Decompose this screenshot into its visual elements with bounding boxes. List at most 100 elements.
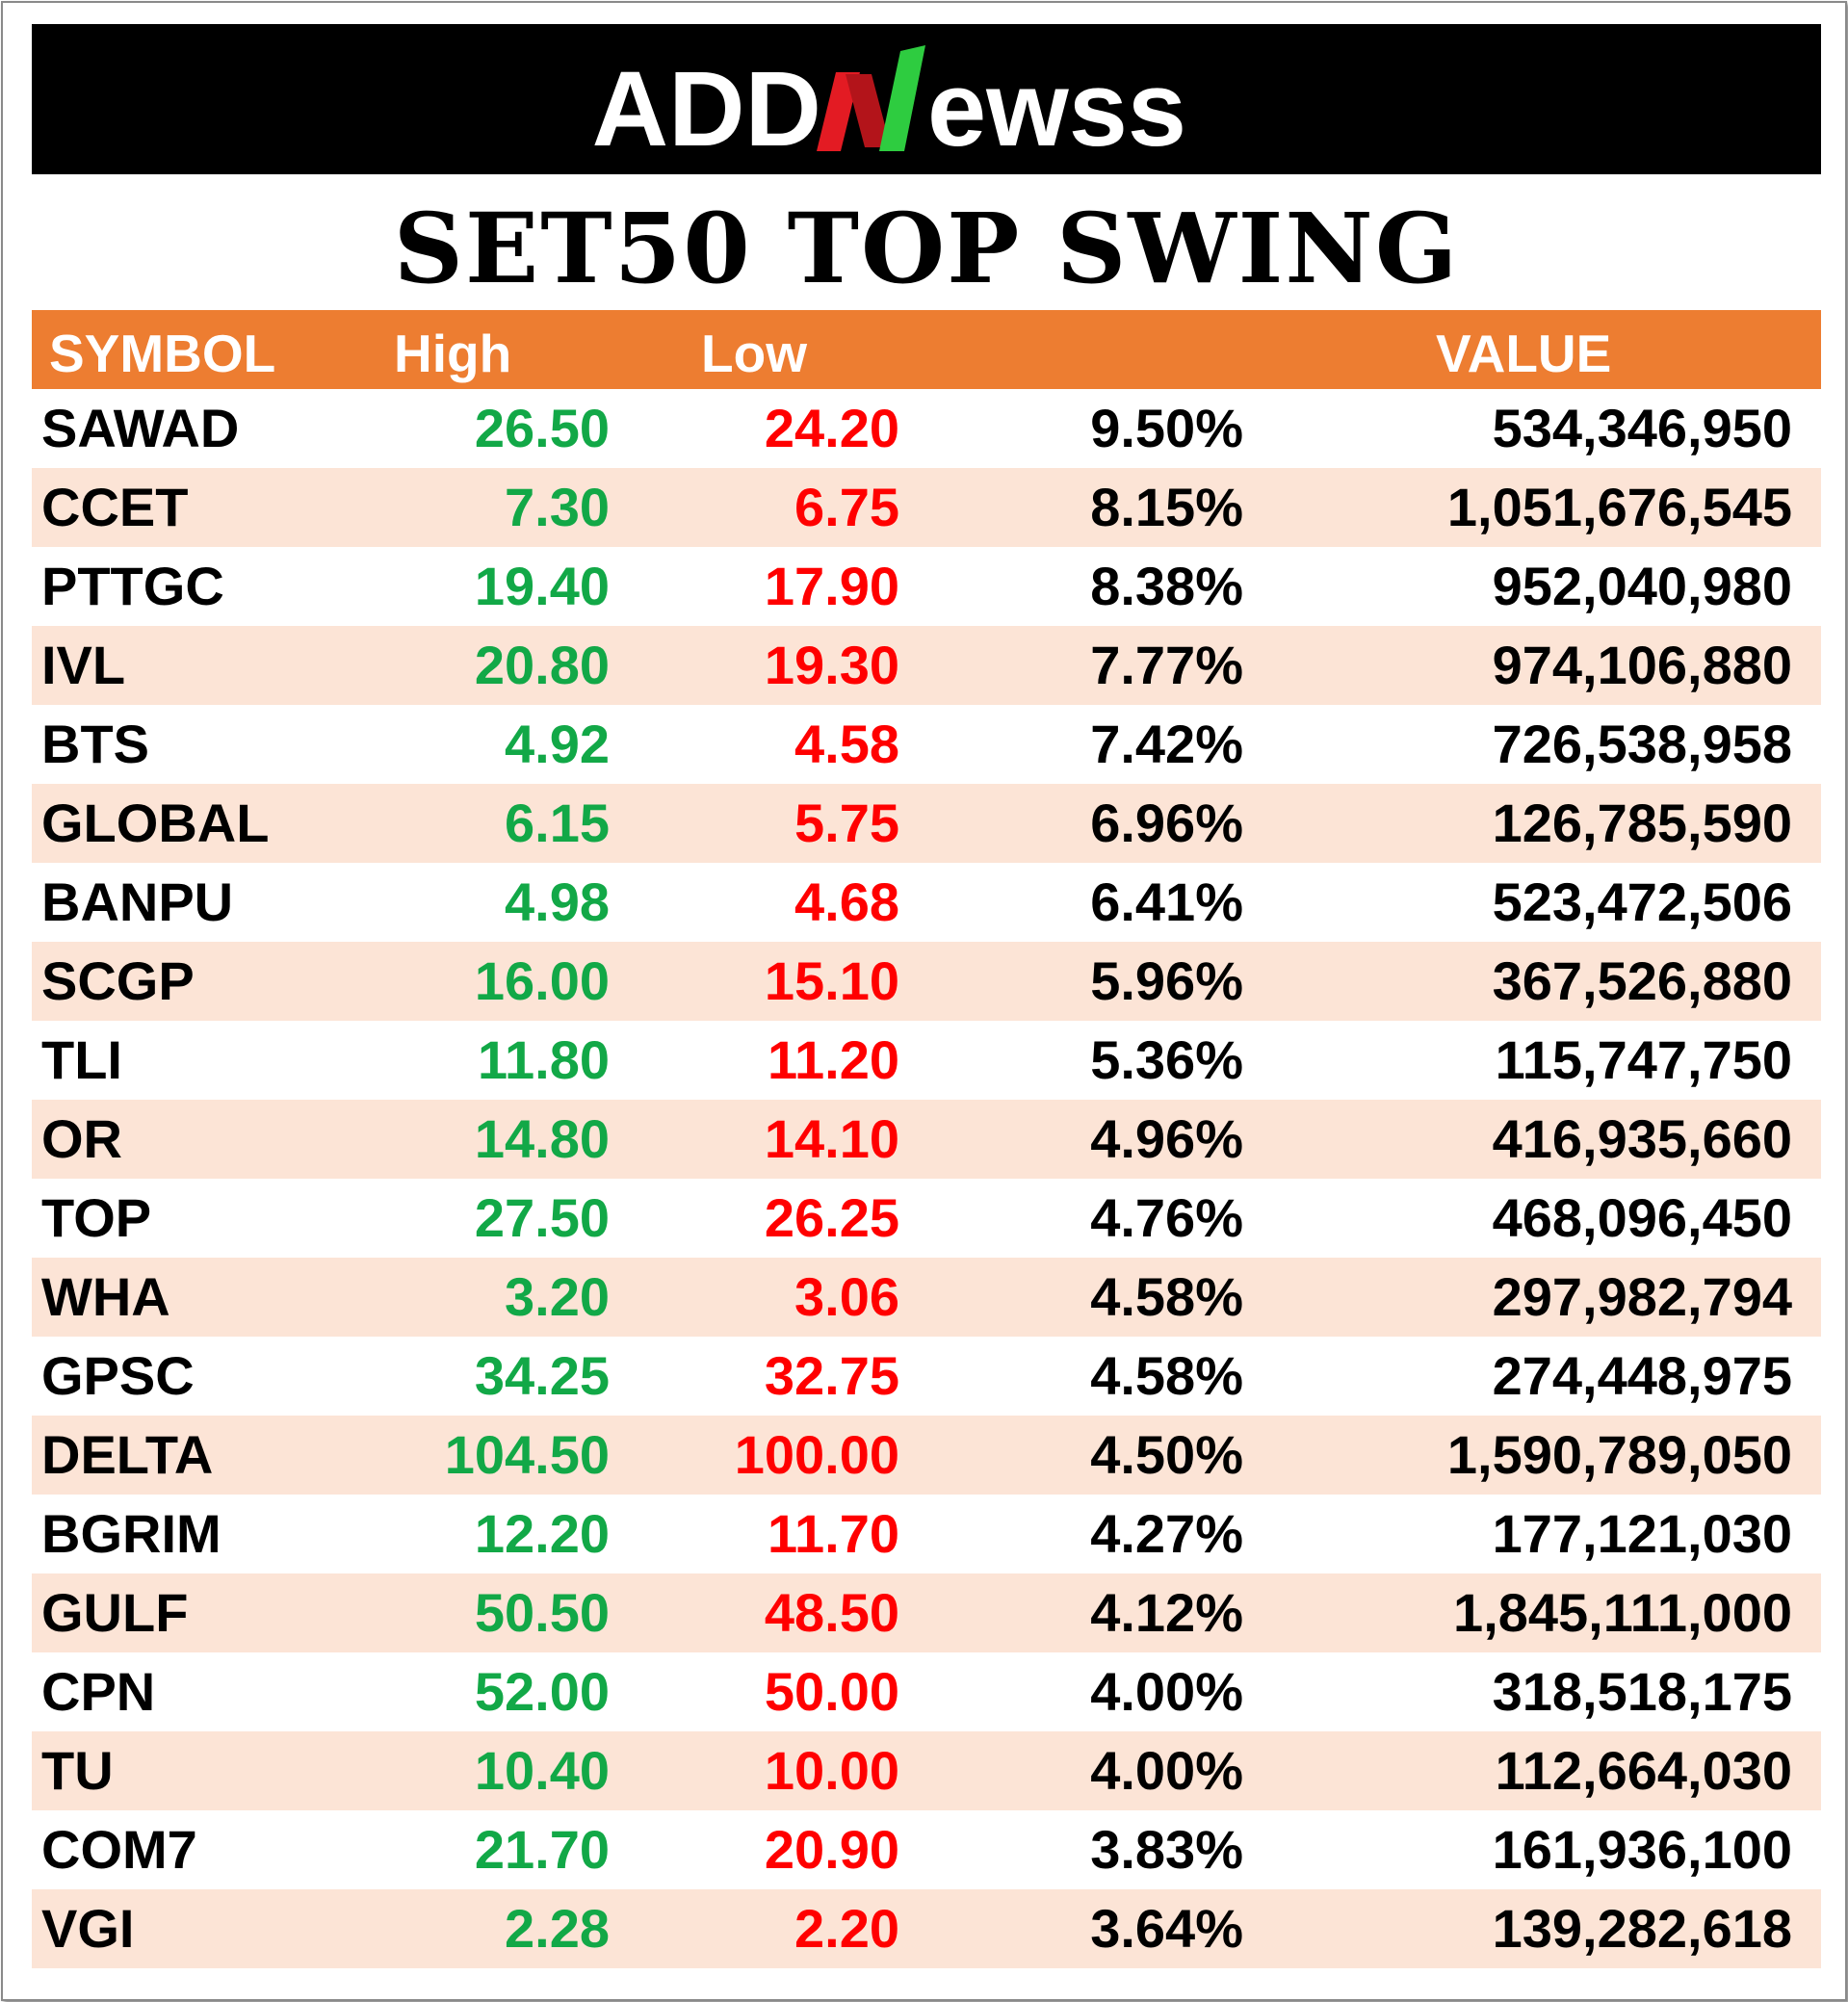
cell-symbol: BGRIM bbox=[41, 1503, 221, 1564]
cell-change: 8.15% bbox=[1090, 477, 1243, 537]
table-row: IVL 20.80 19.30 7.77% 974,106,880 bbox=[32, 626, 1821, 705]
cell-change: 6.96% bbox=[1090, 793, 1243, 853]
cell-symbol: TLI bbox=[41, 1029, 122, 1090]
cell-change: 4.27% bbox=[1090, 1503, 1243, 1564]
cell-symbol: SAWAD bbox=[41, 398, 240, 458]
table-row: BGRIM 12.20 11.70 4.27% 177,121,030 bbox=[32, 1495, 1821, 1573]
cell-low: 100.00 bbox=[734, 1424, 899, 1485]
table-row: BTS 4.92 4.58 7.42% 726,538,958 bbox=[32, 705, 1821, 784]
table-row: DELTA 104.50 100.00 4.50% 1,590,789,050 bbox=[32, 1416, 1821, 1495]
cell-value: 523,472,506 bbox=[1492, 871, 1792, 932]
cell-change: 4.58% bbox=[1090, 1266, 1243, 1327]
cell-high: 20.80 bbox=[474, 635, 610, 695]
table-row: BANPU 4.98 4.68 6.41% 523,472,506 bbox=[32, 863, 1821, 942]
cell-symbol: TOP bbox=[41, 1187, 152, 1248]
table-row: PTTGC 19.40 17.90 8.38% 952,040,980 bbox=[32, 547, 1821, 626]
cell-change: 4.12% bbox=[1090, 1582, 1243, 1643]
cell-change: 6.41% bbox=[1090, 871, 1243, 932]
table-row: CPN 52.00 50.00 4.00% 318,518,175 bbox=[32, 1652, 1821, 1731]
cell-symbol: GLOBAL bbox=[41, 793, 270, 853]
cell-symbol: DELTA bbox=[41, 1424, 214, 1485]
cell-change: 7.77% bbox=[1090, 635, 1243, 695]
logo-n-mark bbox=[817, 45, 925, 151]
cell-value: 297,982,794 bbox=[1492, 1266, 1792, 1327]
cell-change: 8.38% bbox=[1090, 556, 1243, 616]
cell-high: 19.40 bbox=[474, 556, 610, 616]
cell-high: 52.00 bbox=[474, 1661, 610, 1722]
cell-high: 27.50 bbox=[474, 1187, 610, 1248]
cell-symbol: CPN bbox=[41, 1661, 156, 1722]
cell-change: 3.83% bbox=[1090, 1819, 1243, 1880]
table-row: OR 14.80 14.10 4.96% 416,935,660 bbox=[32, 1100, 1821, 1179]
table-row: TU 10.40 10.00 4.00% 112,664,030 bbox=[32, 1731, 1821, 1810]
cell-symbol: PTTGC bbox=[41, 556, 224, 616]
cell-value: 416,935,660 bbox=[1492, 1108, 1792, 1169]
table-row: SAWAD 26.50 24.20 9.50% 534,346,950 bbox=[32, 389, 1821, 468]
cell-high: 11.80 bbox=[477, 1029, 610, 1090]
cell-high: 50.50 bbox=[474, 1582, 610, 1643]
cell-high: 16.00 bbox=[474, 950, 610, 1011]
cell-change: 4.00% bbox=[1090, 1740, 1243, 1801]
cell-value: 1,051,676,545 bbox=[1446, 477, 1792, 537]
cell-change: 4.96% bbox=[1090, 1108, 1243, 1169]
cell-low: 11.70 bbox=[767, 1503, 899, 1564]
cell-low: 4.58 bbox=[794, 714, 899, 774]
cell-low: 10.00 bbox=[764, 1740, 899, 1801]
cell-value: 161,936,100 bbox=[1492, 1819, 1792, 1880]
cell-symbol: VGI bbox=[41, 1898, 135, 1959]
header-value: VALUE bbox=[1436, 324, 1612, 383]
table-row: SCGP 16.00 15.10 5.96% 367,526,880 bbox=[32, 942, 1821, 1021]
cell-high: 2.28 bbox=[505, 1898, 610, 1959]
cell-low: 48.50 bbox=[764, 1582, 899, 1643]
cell-change: 4.58% bbox=[1090, 1345, 1243, 1406]
table-row: GPSC 34.25 32.75 4.58% 274,448,975 bbox=[32, 1337, 1821, 1416]
cell-change: 5.36% bbox=[1090, 1029, 1243, 1090]
cell-symbol: OR bbox=[41, 1108, 122, 1169]
cell-high: 6.15 bbox=[505, 793, 610, 853]
cell-value: 367,526,880 bbox=[1492, 950, 1792, 1011]
cell-value: 952,040,980 bbox=[1492, 556, 1792, 616]
cell-high: 26.50 bbox=[474, 398, 610, 458]
table-row: TLI 11.80 11.20 5.36% 115,747,750 bbox=[32, 1021, 1821, 1100]
cell-symbol: SCGP bbox=[41, 950, 195, 1011]
cell-value: 1,590,789,050 bbox=[1446, 1424, 1792, 1485]
cell-low: 24.20 bbox=[764, 398, 899, 458]
table-row: COM7 21.70 20.90 3.83% 161,936,100 bbox=[32, 1810, 1821, 1889]
cell-symbol: TU bbox=[41, 1740, 114, 1801]
cell-high: 34.25 bbox=[474, 1345, 610, 1406]
cell-low: 6.75 bbox=[794, 477, 899, 537]
cell-high: 14.80 bbox=[474, 1108, 610, 1169]
cell-value: 1,845,111,000 bbox=[1453, 1582, 1792, 1643]
cell-change: 4.50% bbox=[1090, 1424, 1243, 1485]
cell-high: 10.40 bbox=[474, 1740, 610, 1801]
table-body: SAWAD 26.50 24.20 9.50% 534,346,950 CCET 7.30 6… bbox=[32, 389, 1821, 1968]
cell-symbol: GPSC bbox=[41, 1345, 195, 1406]
cell-low: 20.90 bbox=[764, 1819, 899, 1880]
table-row: GULF 50.50 48.50 4.12% 1,845,111,000 bbox=[32, 1573, 1821, 1652]
cell-low: 4.68 bbox=[794, 871, 899, 932]
cell-change: 4.76% bbox=[1090, 1187, 1243, 1248]
cell-change: 4.00% bbox=[1090, 1661, 1243, 1722]
header-low: Low bbox=[701, 324, 807, 383]
cell-value: 318,518,175 bbox=[1492, 1661, 1792, 1722]
cell-value: 115,747,750 bbox=[1495, 1029, 1792, 1090]
cell-high: 104.50 bbox=[444, 1424, 610, 1485]
cell-change: 7.42% bbox=[1090, 714, 1243, 774]
cell-low: 50.00 bbox=[764, 1661, 899, 1722]
cell-low: 5.75 bbox=[794, 793, 899, 853]
cell-value: 126,785,590 bbox=[1492, 793, 1792, 853]
cell-high: 3.20 bbox=[505, 1266, 610, 1327]
cell-symbol: IVL bbox=[41, 635, 126, 695]
swing-table: SYMBOL High Low VALUE SAWAD 26.50 24.20 9.5… bbox=[32, 310, 1821, 1968]
logo-text-left: ADD bbox=[592, 50, 821, 169]
cell-low: 17.90 bbox=[764, 556, 899, 616]
cell-low: 3.06 bbox=[794, 1266, 899, 1327]
brand-banner: ADD ewss bbox=[32, 24, 1821, 174]
cell-symbol: GULF bbox=[41, 1582, 189, 1643]
header-high: High bbox=[394, 324, 512, 383]
cell-symbol: CCET bbox=[41, 477, 189, 537]
cell-low: 11.20 bbox=[767, 1029, 899, 1090]
table-row: TOP 27.50 26.25 4.76% 468,096,450 bbox=[32, 1179, 1821, 1258]
cell-value: 177,121,030 bbox=[1492, 1503, 1792, 1564]
cell-symbol: BANPU bbox=[41, 871, 234, 932]
